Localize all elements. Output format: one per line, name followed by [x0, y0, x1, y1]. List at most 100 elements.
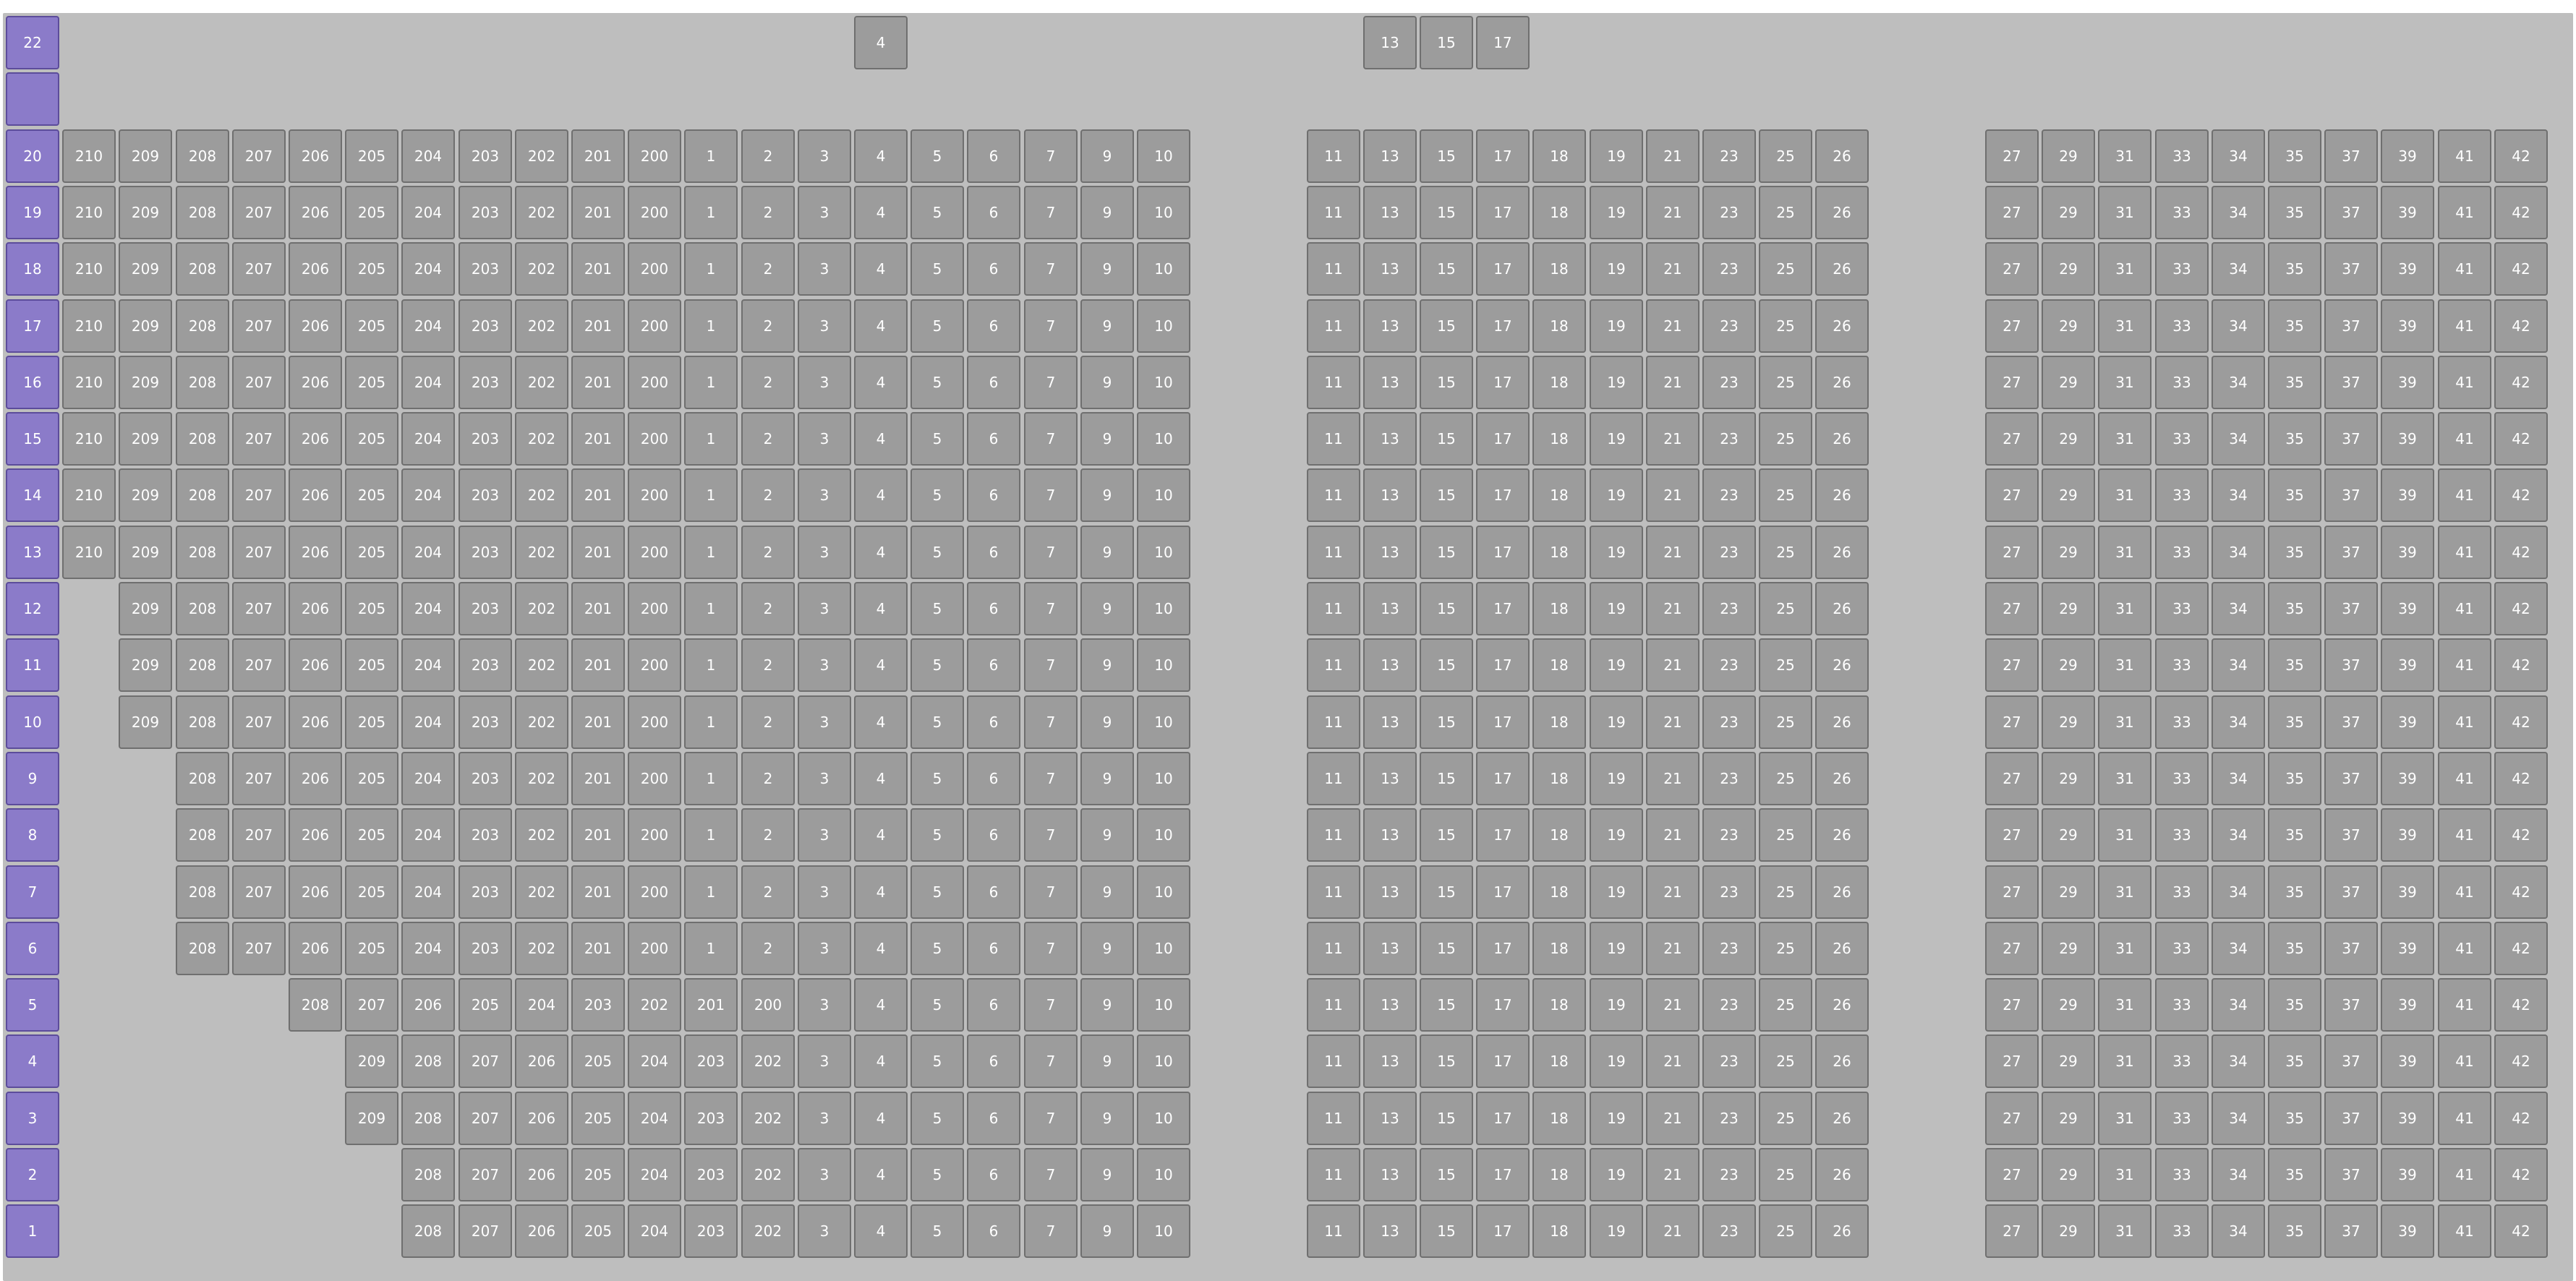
seat-row-3-204[interactable]: 204	[628, 1092, 681, 1145]
seat-row-11-3[interactable]: 3	[798, 638, 851, 692]
seat-row-13-27[interactable]: 27	[1985, 526, 2039, 579]
seat-row-6-35[interactable]: 35	[2268, 922, 2321, 975]
seat-row-7-39[interactable]: 39	[2381, 865, 2434, 919]
seat-row-9-41[interactable]: 41	[2438, 752, 2491, 805]
seat-row-14-42[interactable]: 42	[2494, 468, 2548, 522]
seat-row-17-27[interactable]: 27	[1985, 299, 2039, 353]
seat-row-3-15[interactable]: 15	[1420, 1092, 1473, 1145]
seat-row-13-18[interactable]: 18	[1532, 526, 1586, 579]
seat-row-8-205[interactable]: 205	[345, 808, 398, 862]
seat-row-12-34[interactable]: 34	[2212, 582, 2265, 635]
seat-row-7-11[interactable]: 11	[1307, 865, 1360, 919]
seat-row-5-18[interactable]: 18	[1532, 978, 1586, 1032]
seat-row-13-21[interactable]: 21	[1646, 526, 1699, 579]
seat-row-5-23[interactable]: 23	[1702, 978, 1756, 1032]
seat-row-4-27[interactable]: 27	[1985, 1034, 2039, 1088]
seat-row-10-9[interactable]: 9	[1080, 695, 1134, 749]
seat-row-16-15[interactable]: 15	[1420, 356, 1473, 409]
row-label-5[interactable]: 5	[6, 978, 59, 1032]
seat-row-18-208[interactable]: 208	[176, 242, 229, 296]
seat-row-12-201[interactable]: 201	[571, 582, 625, 635]
seat-row-11-209[interactable]: 209	[119, 638, 172, 692]
seat-row-17-204[interactable]: 204	[401, 299, 455, 353]
seat-row-5-13[interactable]: 13	[1363, 978, 1417, 1032]
seat-row-1-204[interactable]: 204	[628, 1204, 681, 1258]
seat-row-12-39[interactable]: 39	[2381, 582, 2434, 635]
seat-row-10-42[interactable]: 42	[2494, 695, 2548, 749]
seat-row-18-35[interactable]: 35	[2268, 242, 2321, 296]
seat-row-18-25[interactable]: 25	[1759, 242, 1812, 296]
seat-row-19-41[interactable]: 41	[2438, 186, 2491, 239]
seat-row-10-205[interactable]: 205	[345, 695, 398, 749]
seat-row-5-33[interactable]: 33	[2155, 978, 2209, 1032]
seat-row-3-34[interactable]: 34	[2212, 1092, 2265, 1145]
seat-row-19-31[interactable]: 31	[2098, 186, 2151, 239]
seat-row-9-4[interactable]: 4	[854, 752, 908, 805]
seat-row-8-200[interactable]: 200	[628, 808, 681, 862]
seat-row-10-21[interactable]: 21	[1646, 695, 1699, 749]
seat-row-10-207[interactable]: 207	[232, 695, 286, 749]
seat-row-11-203[interactable]: 203	[459, 638, 512, 692]
seat-row-11-206[interactable]: 206	[289, 638, 342, 692]
seat-row-15-29[interactable]: 29	[2042, 412, 2095, 466]
seat-row-5-200[interactable]: 200	[741, 978, 795, 1032]
seat-row-10-3[interactable]: 3	[798, 695, 851, 749]
seat-row-3-203[interactable]: 203	[684, 1092, 738, 1145]
seat-row-1-31[interactable]: 31	[2098, 1204, 2151, 1258]
seat-row-15-21[interactable]: 21	[1646, 412, 1699, 466]
seat-row-3-208[interactable]: 208	[401, 1092, 455, 1145]
seat-row-20-37[interactable]: 37	[2324, 129, 2378, 183]
seat-row-12-29[interactable]: 29	[2042, 582, 2095, 635]
seat-row-3-9[interactable]: 9	[1080, 1092, 1134, 1145]
seat-row-2-205[interactable]: 205	[571, 1148, 625, 1201]
seat-row-13-19[interactable]: 19	[1590, 526, 1643, 579]
seat-row-10-201[interactable]: 201	[571, 695, 625, 749]
seat-row-15-208[interactable]: 208	[176, 412, 229, 466]
seat-row-14-39[interactable]: 39	[2381, 468, 2434, 522]
seat-row-17-200[interactable]: 200	[628, 299, 681, 353]
seat-row-15-205[interactable]: 205	[345, 412, 398, 466]
seat-row-4-39[interactable]: 39	[2381, 1034, 2434, 1088]
seat-row-6-200[interactable]: 200	[628, 922, 681, 975]
row-label-2[interactable]: 2	[6, 1148, 59, 1201]
seat-row-4-205[interactable]: 205	[571, 1034, 625, 1088]
seat-row-18-26[interactable]: 26	[1815, 242, 1869, 296]
seat-row-20-27[interactable]: 27	[1985, 129, 2039, 183]
seat-row-13-23[interactable]: 23	[1702, 526, 1756, 579]
seat-row-10-25[interactable]: 25	[1759, 695, 1812, 749]
seat-row-16-39[interactable]: 39	[2381, 356, 2434, 409]
seat-row-12-206[interactable]: 206	[289, 582, 342, 635]
seat-row-11-13[interactable]: 13	[1363, 638, 1417, 692]
seat-row-4-26[interactable]: 26	[1815, 1034, 1869, 1088]
seat-row-17-205[interactable]: 205	[345, 299, 398, 353]
seat-row-19-26[interactable]: 26	[1815, 186, 1869, 239]
seat-row-19-206[interactable]: 206	[289, 186, 342, 239]
seat-row-17-17[interactable]: 17	[1476, 299, 1530, 353]
seat-row-16-31[interactable]: 31	[2098, 356, 2151, 409]
seat-row-8-208[interactable]: 208	[176, 808, 229, 862]
seat-row-11-29[interactable]: 29	[2042, 638, 2095, 692]
seat-row-6-3[interactable]: 3	[798, 922, 851, 975]
seat-row-13-201[interactable]: 201	[571, 526, 625, 579]
seat-row-20-23[interactable]: 23	[1702, 129, 1756, 183]
seat-row-18-202[interactable]: 202	[515, 242, 568, 296]
seat-row-8-18[interactable]: 18	[1532, 808, 1586, 862]
seat-row-20-10[interactable]: 10	[1137, 129, 1190, 183]
seat-row-7-200[interactable]: 200	[628, 865, 681, 919]
seat-row-20-33[interactable]: 33	[2155, 129, 2209, 183]
seat-row-3-202[interactable]: 202	[741, 1092, 795, 1145]
seat-row-20-34[interactable]: 34	[2212, 129, 2265, 183]
seat-row-8-204[interactable]: 204	[401, 808, 455, 862]
seat-row-19-13[interactable]: 13	[1363, 186, 1417, 239]
seat-row-7-18[interactable]: 18	[1532, 865, 1586, 919]
seat-row-11-7[interactable]: 7	[1024, 638, 1078, 692]
seat-row-10-206[interactable]: 206	[289, 695, 342, 749]
row-label-20[interactable]: 20	[6, 129, 59, 183]
seat-row-5-204[interactable]: 204	[515, 978, 568, 1032]
seat-row-12-3[interactable]: 3	[798, 582, 851, 635]
seat-row-12-42[interactable]: 42	[2494, 582, 2548, 635]
seat-row-16-206[interactable]: 206	[289, 356, 342, 409]
seat-row-3-41[interactable]: 41	[2438, 1092, 2491, 1145]
seat-row-8-34[interactable]: 34	[2212, 808, 2265, 862]
row-label-14[interactable]: 14	[6, 468, 59, 523]
